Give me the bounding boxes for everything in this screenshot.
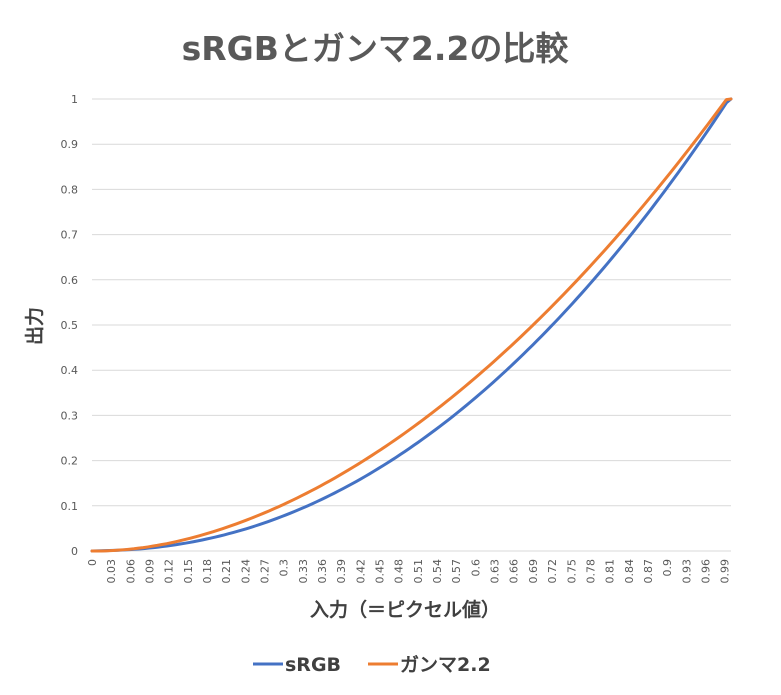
x-tick-label: 0.03 — [105, 559, 118, 584]
x-tick-label: 0.66 — [508, 559, 521, 584]
legend-label-0: sRGB — [285, 654, 341, 676]
x-tick-label: 0.06 — [124, 559, 137, 584]
gridlines — [92, 98, 731, 552]
x-tick-label: 0.72 — [546, 559, 559, 584]
legend-label-1: ガンマ2.2 — [400, 654, 491, 676]
x-tick-label: 0.78 — [584, 559, 597, 584]
x-tick-label: 0.54 — [431, 559, 444, 584]
x-tick-label: 0.6 — [469, 559, 482, 577]
y-axis-tick-labels: 0 0.1 0.2 0.3 0.4 0.5 0.6 0.7 0.8 0.9 1 — [61, 93, 79, 558]
x-tick-label: 0.48 — [393, 559, 406, 584]
x-axis-tick-labels: 0 0.03 0.06 0.09 0.12 0.15 0.18 0.21 0.24 0.27 0.3… — [86, 559, 732, 584]
x-tick-label: 0.36 — [316, 559, 329, 584]
legend: sRGB ガンマ2.2 — [253, 654, 491, 676]
x-tick-label: 0.12 — [163, 559, 176, 584]
x-tick-label: 0.39 — [335, 559, 348, 584]
x-tick-label: 0.9 — [661, 559, 674, 577]
x-tick-label: 0.57 — [450, 559, 463, 584]
y-axis-title: 出力 — [23, 307, 46, 345]
x-tick-label: 0.63 — [489, 559, 502, 584]
series-lines — [90, 97, 733, 553]
chart-title: sRGBとガンマ2.2の比較 — [182, 29, 570, 68]
x-tick-label: 0.42 — [354, 559, 367, 584]
y-tick-label: 0.6 — [61, 274, 79, 287]
y-tick-label: 1 — [71, 93, 78, 106]
y-tick-label: 0.4 — [61, 364, 79, 377]
x-tick-label: 0.21 — [220, 559, 233, 584]
x-tick-label: 0.27 — [259, 559, 272, 584]
y-tick-label: 0.7 — [61, 229, 79, 242]
y-tick-label: 0 — [71, 545, 78, 558]
x-tick-label: 0.75 — [565, 559, 578, 584]
x-axis-title: 入力（＝ピクセル値） — [310, 598, 500, 621]
y-tick-label: 0.1 — [61, 500, 79, 513]
x-tick-label: 0.84 — [623, 559, 636, 584]
x-tick-label: 0.45 — [374, 559, 387, 584]
y-tick-label: 0.8 — [61, 183, 79, 196]
series-line-0 — [90, 97, 733, 553]
y-tick-label: 0.2 — [61, 455, 79, 468]
x-tick-label: 0.93 — [680, 559, 693, 584]
x-tick-label: 0.09 — [144, 559, 157, 584]
x-tick-label: 0.81 — [604, 559, 617, 584]
x-tick-label: 0.69 — [527, 559, 540, 584]
y-tick-label: 0.9 — [61, 138, 79, 151]
x-tick-label: 0.18 — [201, 559, 214, 584]
y-tick-label: 0.5 — [61, 319, 79, 332]
x-tick-label: 0.15 — [182, 559, 195, 584]
x-tick-label: 0.24 — [239, 559, 252, 584]
series-line-1 — [90, 97, 733, 553]
x-tick-label: 0 — [86, 559, 99, 566]
x-tick-label: 0.96 — [699, 559, 712, 584]
x-tick-label: 0.3 — [278, 559, 291, 577]
x-tick-label: 0.87 — [642, 559, 655, 584]
x-tick-label: 0.99 — [719, 559, 732, 584]
y-tick-label: 0.3 — [61, 409, 79, 422]
x-tick-label: 0.51 — [412, 559, 425, 584]
x-tick-label: 0.33 — [297, 559, 310, 584]
